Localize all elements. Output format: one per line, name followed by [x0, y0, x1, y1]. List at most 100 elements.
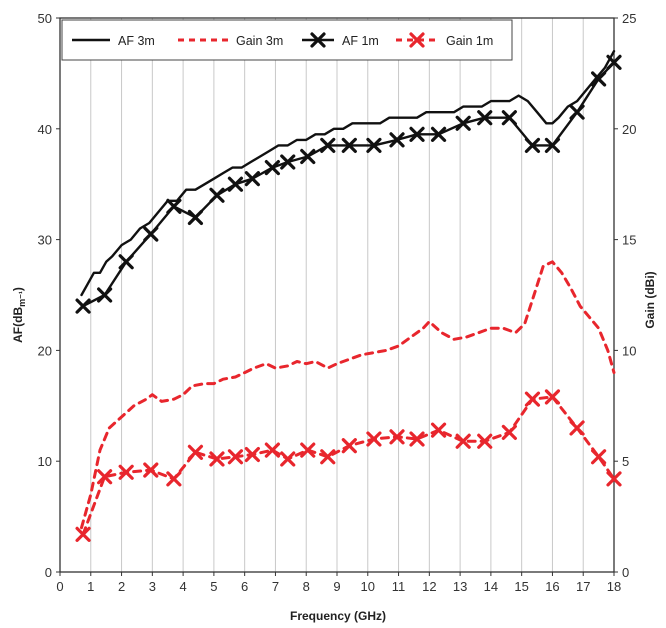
series-marker-gain-1m	[143, 462, 159, 478]
y-left-tick-label: 40	[38, 122, 52, 137]
x-tick-label: 7	[272, 579, 279, 594]
y-left-axis-label-close: )	[11, 287, 25, 291]
x-tick-label: 14	[484, 579, 498, 594]
series-marker-af-1m	[430, 126, 447, 142]
series-marker-af-1m	[280, 154, 296, 170]
series-marker-gain-1m	[187, 444, 204, 460]
series-marker-gain-1m	[569, 420, 585, 436]
x-tick-label: 15	[514, 579, 528, 594]
legend-label-af-3m: AF 3m	[118, 34, 155, 48]
series-marker-af-1m	[389, 132, 405, 148]
x-axis-label: Frequency (GHz)	[290, 609, 386, 623]
series-marker-gain-1m	[75, 526, 91, 542]
y-left-tick-label: 30	[38, 233, 52, 248]
x-tick-label: 12	[422, 579, 436, 594]
legend-label-gain-3m: Gain 3m	[236, 34, 283, 48]
series-marker-gain-1m	[97, 469, 113, 485]
series-marker-af-1m	[591, 71, 607, 87]
series-marker-af-1m	[166, 198, 182, 214]
series-marker-af-1m	[244, 171, 260, 187]
y-right-tick-label: 15	[622, 233, 636, 248]
series-marker-af-1m	[544, 137, 561, 154]
x-tick-label: 17	[576, 579, 590, 594]
series-marker-gain-1m	[591, 449, 607, 465]
x-tick-label: 1	[87, 579, 94, 594]
y-left-axis-ticks: 0 10 20 30 40 50	[38, 11, 60, 580]
y-right-tick-label: 5	[622, 454, 629, 469]
y-left-axis-label-main: AF(dB	[11, 307, 25, 343]
x-tick-label: 11	[392, 579, 406, 594]
series-marker-af-1m	[320, 137, 336, 154]
series-marker-af-1m	[524, 137, 541, 154]
x-tick-label: 5	[210, 579, 217, 594]
series-marker-af-1m	[455, 115, 471, 131]
series-layer	[75, 50, 622, 542]
y-left-axis-label-sub: m⁻¹	[17, 291, 27, 307]
series-marker-gain-1m	[209, 451, 225, 467]
x-tick-label: 13	[453, 579, 467, 594]
series-marker-af-1m	[606, 54, 622, 70]
legend-marker-af-1m	[310, 32, 326, 48]
series-marker-gain-1m	[227, 449, 244, 465]
series-marker-af-1m	[187, 209, 204, 226]
series-marker-gain-1m	[244, 446, 260, 463]
x-tick-label: 8	[303, 579, 310, 594]
series-marker-gain-1m	[524, 391, 541, 407]
y-right-axis-label: Gain (dBi)	[643, 271, 657, 328]
x-tick-label: 16	[545, 579, 559, 594]
y-left-tick-label: 10	[38, 454, 52, 469]
series-marker-gain-1m	[606, 471, 622, 487]
x-tick-label: 18	[607, 579, 621, 594]
series-marker-gain-1m	[366, 431, 382, 447]
series-marker-gain-1m	[320, 449, 336, 465]
x-tick-label: 10	[361, 579, 375, 594]
series-marker-af-1m	[227, 176, 244, 192]
y-right-tick-label: 10	[622, 343, 636, 358]
y-right-tick-label: 25	[622, 11, 636, 26]
x-tick-label: 3	[149, 579, 156, 594]
x-tick-label: 6	[241, 579, 248, 594]
y-left-tick-label: 50	[38, 11, 52, 26]
series-marker-af-1m	[264, 159, 280, 176]
series-marker-gain-1m	[430, 422, 447, 438]
legend: AF 3m Gain 3m AF 1m Gain 1m	[61, 19, 513, 61]
series-marker-af-1m	[366, 137, 382, 154]
series-marker-gain-1m	[455, 433, 471, 449]
series-marker-af-1m	[409, 126, 425, 142]
series-marker-af-1m	[209, 187, 225, 203]
series-marker-af-1m	[569, 104, 585, 120]
y-right-tick-label: 20	[622, 122, 636, 137]
series-marker-af-1m	[501, 110, 517, 126]
x-tick-label: 9	[333, 579, 340, 594]
series-marker-af-1m	[97, 287, 113, 303]
legend-marker-gain-1m	[409, 32, 425, 48]
series-marker-gain-1m	[477, 433, 493, 449]
legend-label-gain-1m: Gain 1m	[446, 34, 493, 48]
series-marker-gain-1m	[341, 438, 357, 454]
y-right-tick-label: 0	[622, 565, 629, 580]
series-marker-af-1m	[75, 298, 91, 314]
y-left-tick-label: 20	[38, 343, 52, 358]
legend-box	[61, 19, 513, 61]
y-right-axis-ticks: 0 5 10 15 20 25	[614, 11, 636, 580]
series-marker-af-1m	[341, 137, 357, 154]
series-marker-gain-1m	[280, 451, 296, 467]
x-tick-label: 0	[56, 579, 63, 594]
series-af-3m	[80, 50, 616, 297]
x-tick-label: 4	[179, 579, 186, 594]
series-marker-gain-1m	[544, 389, 561, 405]
series-marker-gain-1m	[501, 424, 517, 440]
series-line-gain-1m	[81, 395, 616, 536]
series-marker-gain-1m	[166, 471, 182, 487]
series-marker-gain-1m	[389, 429, 405, 445]
x-tick-label: 2	[118, 579, 125, 594]
y-left-tick-label: 0	[45, 565, 52, 580]
series-line-af-3m	[80, 50, 616, 297]
series-line-gain-3m	[80, 260, 616, 530]
series-marker-gain-1m	[264, 442, 280, 458]
series-marker-af-1m	[143, 226, 159, 242]
series-gain-3m	[80, 260, 616, 530]
series-marker-af-1m	[477, 110, 493, 126]
